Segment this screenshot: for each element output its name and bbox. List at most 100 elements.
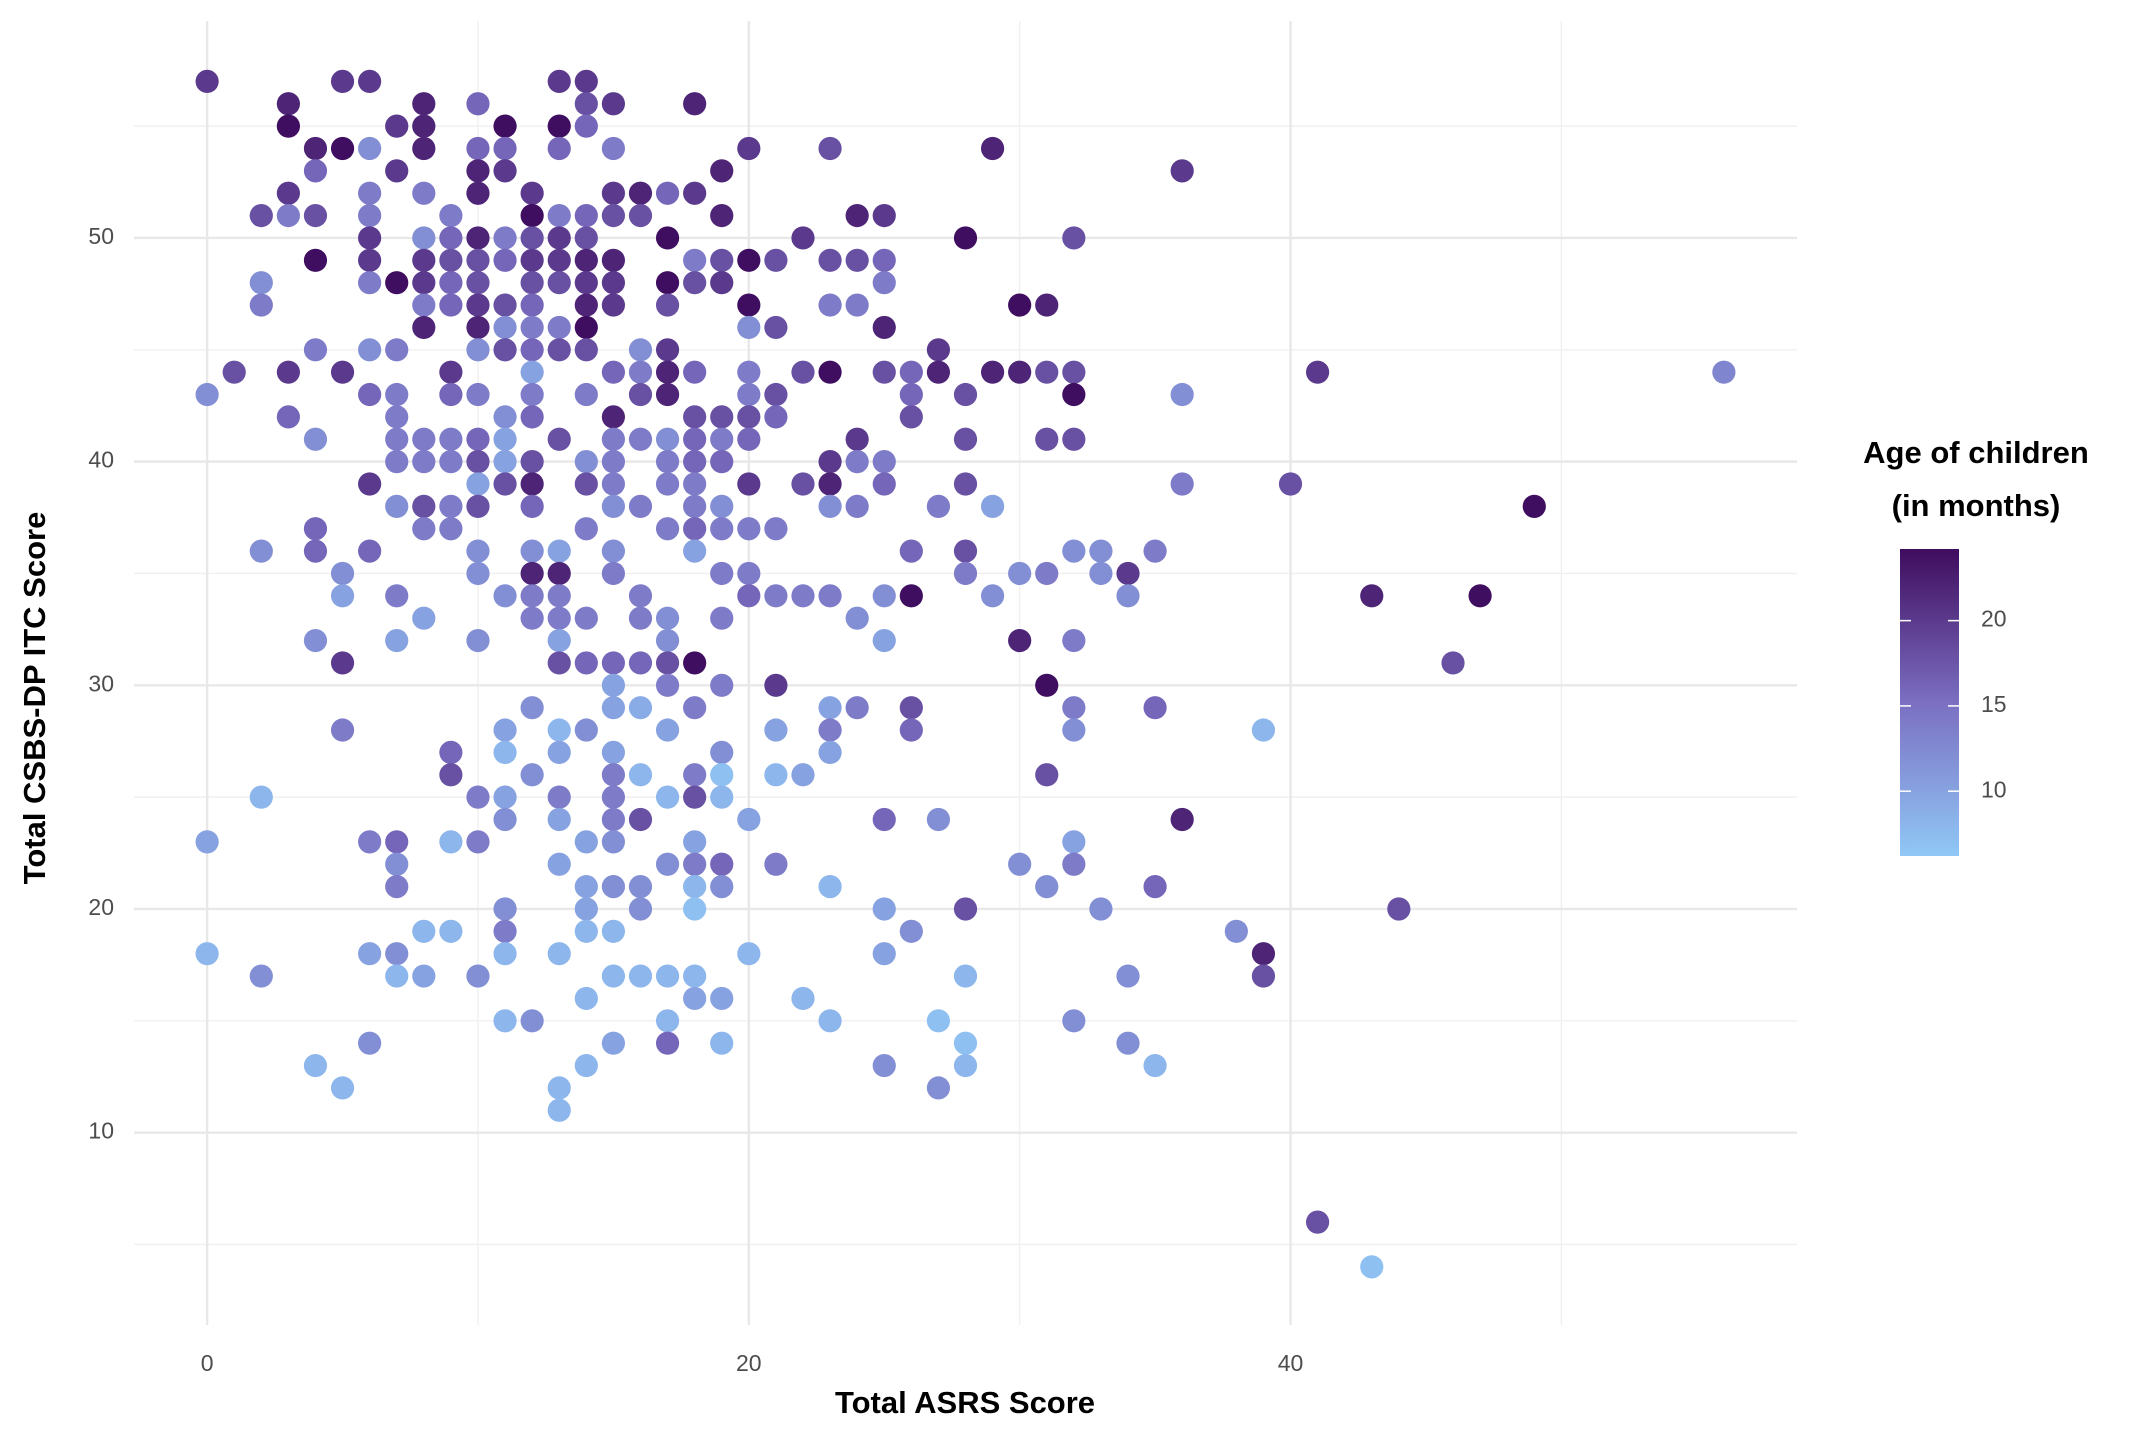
point (601, 696, 625, 720)
point (628, 338, 653, 362)
point (628, 696, 653, 720)
point (412, 450, 436, 474)
point (412, 271, 436, 295)
point (303, 539, 328, 563)
point (547, 315, 571, 340)
point (655, 651, 680, 675)
point (439, 919, 463, 943)
point (980, 136, 1005, 161)
point (385, 584, 409, 608)
point (520, 338, 544, 362)
point (953, 561, 978, 586)
point (547, 203, 571, 228)
point (493, 427, 517, 451)
colorbar-tick-label: 10 (1981, 776, 2007, 802)
point (953, 964, 978, 988)
point (520, 293, 544, 317)
point (1251, 942, 1276, 966)
point (601, 494, 625, 518)
point (466, 539, 490, 563)
point (872, 807, 896, 832)
points (195, 69, 1736, 1279)
point (385, 338, 409, 362)
point (520, 181, 544, 205)
point (358, 181, 382, 205)
point (683, 986, 707, 1011)
point (601, 271, 625, 295)
point (358, 271, 382, 295)
point (574, 517, 598, 541)
point (547, 718, 571, 742)
point (683, 964, 707, 988)
point (412, 494, 436, 518)
point (926, 1076, 951, 1100)
point (899, 696, 923, 720)
point (683, 472, 707, 496)
point (655, 271, 680, 295)
point (493, 584, 517, 608)
point (358, 539, 382, 563)
point (493, 248, 517, 272)
point (764, 852, 788, 876)
point (276, 203, 300, 228)
point (872, 897, 896, 921)
point (980, 494, 1005, 518)
point (1143, 1053, 1167, 1078)
point (547, 785, 571, 809)
point (655, 606, 680, 630)
point (655, 718, 680, 742)
point (818, 248, 842, 272)
x-tick-label: 40 (1278, 1350, 1304, 1376)
point (1062, 226, 1086, 250)
point (493, 472, 517, 496)
point (791, 584, 815, 608)
point (493, 807, 517, 832)
point (628, 494, 653, 518)
point (710, 561, 734, 586)
point (1387, 897, 1411, 921)
colorbar-tick-label: 15 (1981, 691, 2007, 717)
point (926, 1009, 951, 1033)
point (385, 427, 409, 451)
point (520, 1009, 544, 1033)
point (547, 651, 571, 675)
point (737, 360, 761, 384)
point (547, 628, 571, 653)
point (412, 964, 436, 988)
point (1008, 360, 1032, 384)
point (710, 852, 734, 876)
point (1116, 1031, 1140, 1055)
point (710, 427, 734, 451)
point (655, 1031, 680, 1055)
point (493, 114, 517, 138)
point (385, 271, 409, 295)
point (764, 673, 788, 697)
point (520, 382, 544, 407)
point (683, 651, 707, 675)
point (601, 427, 625, 451)
point (1035, 763, 1059, 787)
point (574, 226, 598, 250)
point (737, 807, 761, 832)
y-tick-label: 10 (88, 1118, 114, 1144)
point (493, 405, 517, 429)
point (980, 584, 1005, 608)
point (683, 897, 707, 921)
point (953, 472, 978, 496)
point (520, 561, 544, 586)
point (710, 673, 734, 697)
point (547, 114, 571, 138)
point (466, 427, 490, 451)
point (574, 651, 598, 675)
point (574, 986, 598, 1011)
point (845, 203, 869, 228)
point (655, 226, 680, 250)
point (1441, 651, 1465, 675)
point (493, 785, 517, 809)
point (303, 1053, 328, 1078)
point (1062, 539, 1086, 563)
x-axis-title: Total ASRS Score (835, 1385, 1095, 1420)
point (628, 763, 653, 787)
point (439, 494, 463, 518)
point (628, 875, 653, 899)
